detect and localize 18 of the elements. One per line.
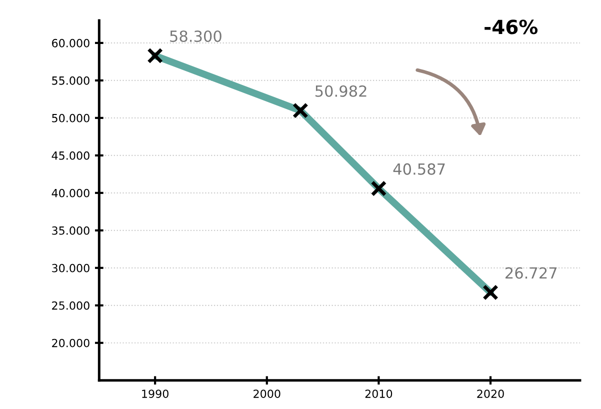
y-tick-label: 20.000 xyxy=(52,338,90,348)
y-tick-label: 30.000 xyxy=(52,264,90,272)
text: 50.982 xyxy=(316,85,366,97)
x-tick-label: 2010 xyxy=(365,390,392,398)
x-tick-label: 1990 xyxy=(142,390,168,398)
y-tick-label: 40.000 xyxy=(52,188,90,198)
y-tick-label: 45.000 xyxy=(52,151,90,160)
x-tick-label: 2020 xyxy=(477,390,504,398)
annotation: -46% xyxy=(484,20,538,34)
y-tick-label: 50.000 xyxy=(52,114,90,122)
y-tick-label: 55.000 xyxy=(52,76,90,85)
x-tick-label: 2000 xyxy=(254,390,280,398)
text: 58.300 xyxy=(170,30,222,42)
text: 26.727 xyxy=(506,267,557,279)
y-tick-label: 60.000 xyxy=(52,38,90,48)
y-tick-label: 35.000 xyxy=(52,226,90,235)
y-tick-label: 25.000 xyxy=(52,301,90,310)
text: 40.587 xyxy=(393,163,445,175)
